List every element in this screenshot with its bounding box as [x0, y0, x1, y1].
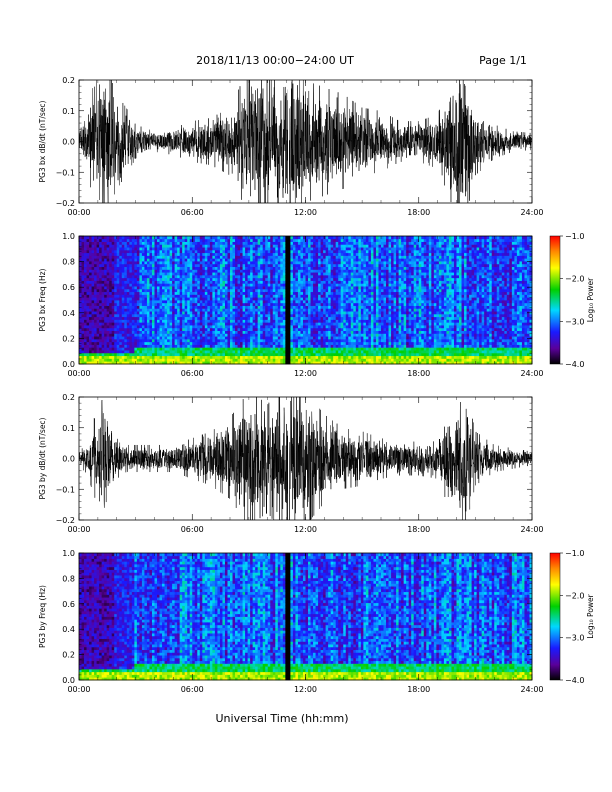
y-tick-label: 0.2: [62, 651, 75, 660]
y-tick-label: 0.1: [62, 424, 75, 433]
x-tick-label: 00:00: [67, 685, 90, 694]
colorbar-label: Log₁₀ Power: [586, 593, 595, 638]
x-tick-label: 12:00: [294, 369, 317, 378]
y-tick-label: 0.0: [62, 455, 75, 464]
colorbar: [549, 552, 561, 681]
x-tick-label: 00:00: [67, 525, 90, 534]
y-tick-label: 0.2: [62, 393, 75, 402]
y-tick-label: 0.2: [62, 334, 75, 343]
y-tick-label: 0.8: [62, 574, 75, 583]
page-number: Page 1/1: [479, 54, 527, 67]
y-tick-label: 0.1: [62, 107, 75, 116]
colorbar-tick-label: −3.0: [565, 317, 584, 326]
panel-1: 0.2 0.1 0.0 −0.1 −0.200:00 06:00 12:00 18:00 24:…: [38, 76, 544, 217]
colorbar-tick-label: −4.0: [565, 360, 584, 369]
heatmap-cells: [79, 553, 533, 681]
x-tick-label: 18:00: [407, 208, 430, 217]
x-tick-label: 24:00: [520, 369, 543, 378]
y-tick-label: 0.0: [62, 676, 75, 685]
y-tick-label: 0.2: [62, 76, 75, 85]
y-axis-label: PG3 by dB/dt (nT/sec): [38, 417, 47, 499]
x-tick-label: 06:00: [181, 369, 204, 378]
y-tick-label: 0.8: [62, 258, 75, 267]
colorbar-tick-label: −1.0: [565, 232, 584, 241]
y-tick-label: 0.0: [62, 138, 75, 147]
colorbar: [549, 235, 561, 365]
x-tick-label: 18:00: [407, 685, 430, 694]
colorbar-tick-label: −4.0: [565, 676, 584, 685]
x-tick-label: 00:00: [67, 369, 90, 378]
y-tick-label: −0.1: [56, 168, 75, 177]
x-tick-label: 24:00: [520, 525, 543, 534]
x-tick-label: 18:00: [407, 369, 430, 378]
x-tick-label: 00:00: [67, 208, 90, 217]
x-tick-label: 24:00: [520, 208, 543, 217]
panel-2: −1.0 −2.0 −3.0 −4.0 Log₁₀ Power 1.0 0.8 0.6 0.4 0…: [38, 232, 595, 378]
series-line: [79, 397, 532, 520]
y-axis-label: PG3 bx Freq (Hz): [38, 268, 47, 331]
x-axis-label: Universal Time (hh:mm): [216, 712, 349, 725]
x-tick-label: 12:00: [294, 525, 317, 534]
y-tick-label: 0.0: [62, 360, 75, 369]
y-tick-label: 1.0: [62, 232, 75, 241]
x-tick-label: 12:00: [294, 208, 317, 217]
y-tick-label: 0.4: [62, 625, 75, 634]
series-line: [79, 80, 532, 203]
y-tick-label: −0.1: [56, 485, 75, 494]
chart-title: 2018/11/13 00:00−24:00 UT: [196, 54, 354, 67]
colorbar-tick-label: −3.0: [565, 634, 584, 643]
x-tick-label: 12:00: [294, 685, 317, 694]
colorbar-tick-label: −2.0: [565, 275, 584, 284]
panel-4: −1.0 −2.0 −3.0 −4.0 Log₁₀ Power 1.0 0.8 0.6 0.4 0…: [38, 549, 595, 694]
y-tick-label: −0.2: [56, 516, 75, 525]
y-tick-label: 1.0: [62, 549, 75, 558]
y-tick-label: 0.6: [62, 600, 75, 609]
x-tick-label: 06:00: [181, 525, 204, 534]
colorbar-tick-label: −1.0: [565, 549, 584, 558]
x-tick-label: 24:00: [520, 685, 543, 694]
y-axis-label: PG3 bx dB/dt (nT/sec): [38, 100, 47, 182]
heatmap-cells: [79, 236, 533, 365]
panels: 0.20.10.0−0.1−0.200:00 06:00 12:00 18:00 24:…: [38, 76, 595, 694]
y-axis-label: PG3 by Freq (Hz): [38, 585, 47, 648]
panel-3: 0.2 0.1 0.0 −0.1 −0.200:00 06:00 12:00 18:00 24:…: [38, 393, 544, 534]
y-tick-label: 0.4: [62, 309, 75, 318]
x-tick-label: 06:00: [181, 685, 204, 694]
colorbar-tick-label: −2.0: [565, 591, 584, 600]
x-tick-label: 18:00: [407, 525, 430, 534]
y-tick-label: 0.6: [62, 283, 75, 292]
colorbar-label: Log₁₀ Power: [586, 277, 595, 322]
x-tick-label: 06:00: [181, 208, 204, 217]
y-tick-label: −0.2: [56, 199, 75, 208]
